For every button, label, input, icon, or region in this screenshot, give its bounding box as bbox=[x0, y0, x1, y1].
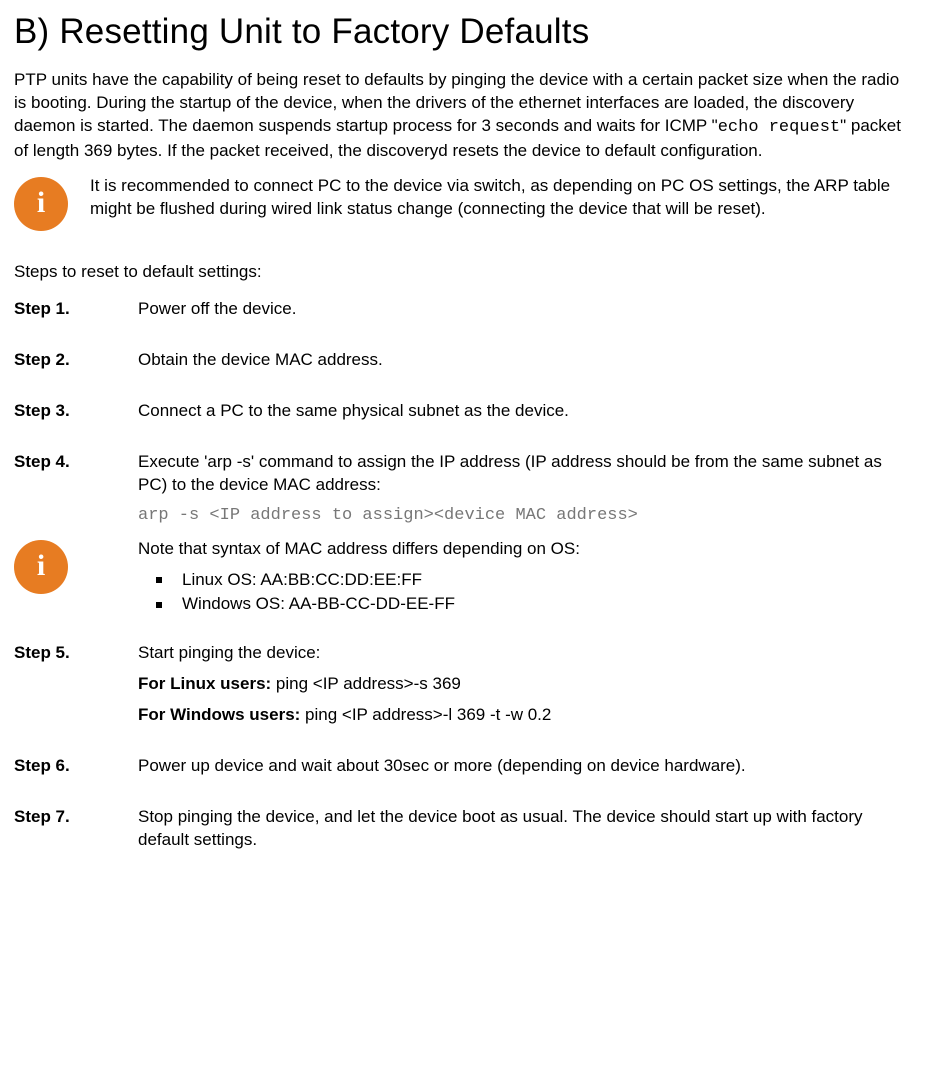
step-2: Step 2. Obtain the device MAC address. bbox=[14, 349, 914, 372]
mac-syntax-list: Linux OS: AA:BB:CC:DD:EE:FF Windows OS: … bbox=[138, 569, 904, 617]
info-icon: i bbox=[14, 540, 68, 594]
step-text: Power off the device. bbox=[138, 298, 904, 321]
step-text: Start pinging the device: bbox=[138, 642, 904, 665]
step-1: Step 1. Power off the device. bbox=[14, 298, 914, 321]
step-3: Step 3. Connect a PC to the same physica… bbox=[14, 400, 914, 423]
step-code: arp -s <IP address to assign><device MAC… bbox=[138, 505, 904, 528]
step-body: Execute 'arp -s' command to assign the I… bbox=[138, 451, 914, 528]
step-7: Step 7. Stop pinging the device, and let… bbox=[14, 806, 914, 852]
step-label: Step 3. bbox=[14, 400, 122, 423]
info-text-1: It is recommended to connect PC to the d… bbox=[90, 175, 914, 221]
step-body: Stop pinging the device, and let the dev… bbox=[138, 806, 914, 852]
step-body: Power off the device. bbox=[138, 298, 914, 321]
windows-cmd-line: For Windows users: ping <IP address>-l 3… bbox=[138, 704, 904, 727]
info2-lead: Note that syntax of MAC address differs … bbox=[138, 538, 904, 561]
step-label: Step 7. bbox=[14, 806, 122, 829]
linux-cmd: ping <IP address>-s 369 bbox=[276, 674, 461, 693]
info-icon: i bbox=[14, 177, 68, 231]
page-title: B) Resetting Unit to Factory Defaults bbox=[14, 8, 914, 55]
step-5: Step 5. Start pinging the device: For Li… bbox=[14, 642, 914, 727]
step-label: Step 5. bbox=[14, 642, 122, 665]
linux-cmd-line: For Linux users: ping <IP address>-s 369 bbox=[138, 673, 904, 696]
step-body: Start pinging the device: For Linux user… bbox=[138, 642, 914, 727]
step-body: Obtain the device MAC address. bbox=[138, 349, 914, 372]
step-label: Step 1. bbox=[14, 298, 122, 321]
step-text: Execute 'arp -s' command to assign the I… bbox=[138, 451, 904, 497]
step-label: Step 4. bbox=[14, 451, 122, 474]
windows-cmd: ping <IP address>-l 369 -t -w 0.2 bbox=[305, 705, 551, 724]
intro-paragraph: PTP units have the capability of being r… bbox=[14, 69, 914, 163]
list-item: Windows OS: AA-BB-CC-DD-EE-FF bbox=[156, 593, 904, 616]
step-label: Step 2. bbox=[14, 349, 122, 372]
windows-label: For Windows users: bbox=[138, 705, 305, 724]
info-text-2: Note that syntax of MAC address differs … bbox=[90, 538, 914, 619]
step-text: Obtain the device MAC address. bbox=[138, 349, 904, 372]
step-text: Power up device and wait about 30sec or … bbox=[138, 755, 904, 778]
info-callout-2: i Note that syntax of MAC address differ… bbox=[14, 538, 914, 619]
step-6: Step 6. Power up device and wait about 3… bbox=[14, 755, 914, 778]
step-body: Power up device and wait about 30sec or … bbox=[138, 755, 914, 778]
step-body: Connect a PC to the same physical subnet… bbox=[138, 400, 914, 423]
steps-intro: Steps to reset to default settings: bbox=[14, 261, 914, 284]
step-4: Step 4. Execute 'arp -s' command to assi… bbox=[14, 451, 914, 528]
list-item: Linux OS: AA:BB:CC:DD:EE:FF bbox=[156, 569, 904, 592]
linux-label: For Linux users: bbox=[138, 674, 276, 693]
step-text: Connect a PC to the same physical subnet… bbox=[138, 400, 904, 423]
info-callout-1: i It is recommended to connect PC to the… bbox=[14, 175, 914, 231]
step-text: Stop pinging the device, and let the dev… bbox=[138, 806, 904, 852]
step-label: Step 6. bbox=[14, 755, 122, 778]
intro-code: echo request bbox=[718, 118, 840, 137]
